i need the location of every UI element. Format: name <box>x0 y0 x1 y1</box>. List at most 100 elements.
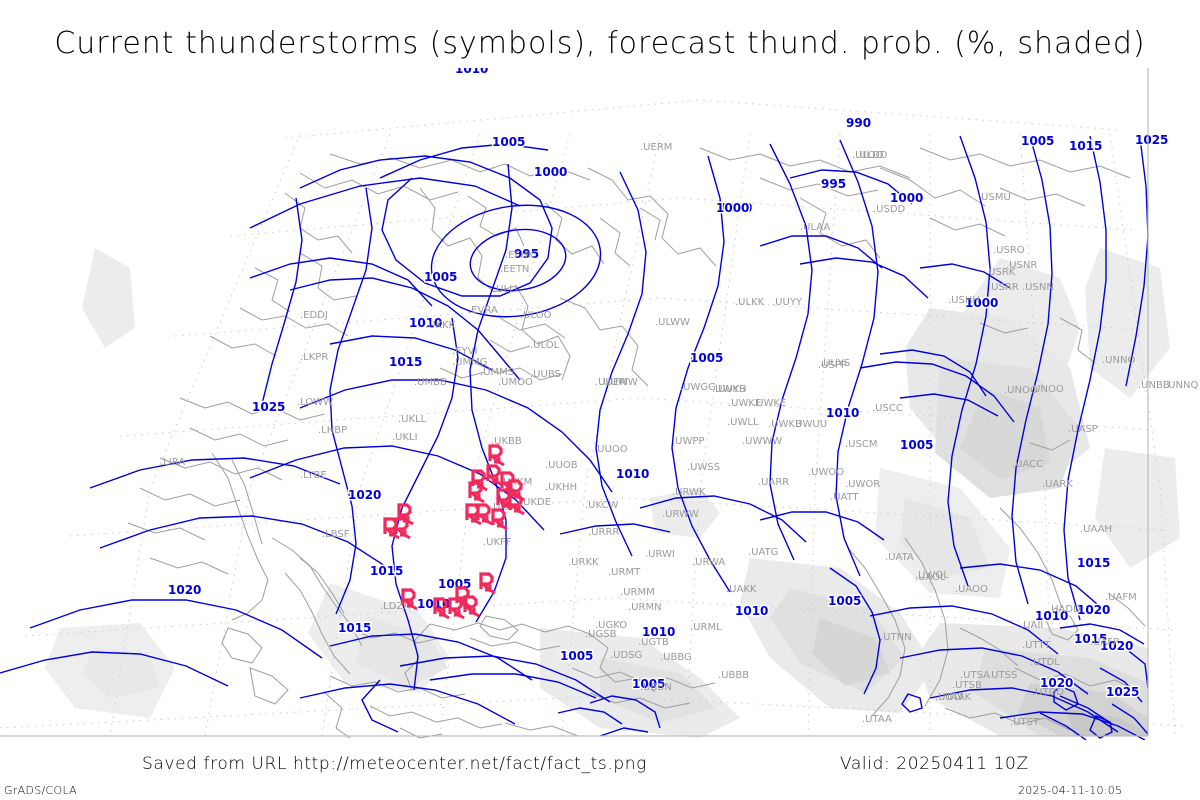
station-label: .UKLL <box>398 414 427 425</box>
station-label: .LYBE <box>300 470 327 481</box>
station-label: .UMBB <box>414 377 447 388</box>
station-label: .EFHK <box>505 250 535 261</box>
station-label: .UATT <box>830 492 859 503</box>
station-label: .UWKS <box>712 384 745 395</box>
station-label: .UTST <box>1010 717 1040 728</box>
station-label: .UUEM <box>595 377 628 388</box>
station-label: .UAFM <box>1105 592 1137 603</box>
station-label: .USMU <box>978 192 1011 203</box>
station-label: .UTAV <box>935 692 964 703</box>
station-label: .URMM <box>620 587 655 598</box>
isobar-label: 1015 <box>338 621 371 635</box>
isobar-label: 1025 <box>1135 133 1168 147</box>
station-label: .UTSA <box>960 670 990 681</box>
isobar-label: 1020 <box>348 488 381 502</box>
station-label: .UMOO <box>498 377 533 388</box>
station-label: .UACC <box>1012 459 1043 470</box>
thunderstorm-symbol <box>478 572 496 595</box>
isobar-label: 1005 <box>828 594 861 608</box>
station-label: .UGKO <box>595 620 627 631</box>
probability-shading <box>45 248 1180 738</box>
graticule <box>0 99 1186 737</box>
saved-from-url-text: Saved from URL http://meteocenter.net/fa… <box>142 754 647 774</box>
station-label: .UTNN <box>880 632 912 643</box>
station-label: .URRR <box>588 527 619 538</box>
station-label: .UAFP <box>1090 637 1119 648</box>
isobar-label: 1025 <box>1106 685 1139 699</box>
station-label: .EDDJ <box>300 310 328 321</box>
station-label: .UTSS <box>988 670 1017 681</box>
thunderstorm-symbol <box>400 588 418 611</box>
page-title: Current thunderstorms (symbols), forecas… <box>54 26 1146 61</box>
thunderstorm-symbol <box>507 493 525 516</box>
station-label: .USRR <box>988 282 1019 293</box>
isobar-label: 1015 <box>389 355 422 369</box>
isobar-label: 1015 <box>1069 139 1102 153</box>
thunderstorm-symbol <box>490 508 508 531</box>
map-canvas[interactable]: 1010 1005 1000 995 1005 1010 1015 1025 1020 1020 1… <box>0 68 1200 740</box>
isobar-label: 1005 <box>424 270 457 284</box>
station-label: .UKHH <box>545 482 577 493</box>
station-label: .UWLL <box>727 417 759 428</box>
station-label: .UWKE <box>753 398 786 409</box>
station-label: .UNOO <box>1004 385 1038 396</box>
station-label: .LDZA <box>380 601 410 612</box>
station-label: .ULWW <box>655 317 690 328</box>
station-label: .ULOO <box>520 310 552 321</box>
station-label: .UUBS <box>530 369 561 380</box>
isobar-label: 1005 <box>560 649 593 663</box>
station-label: .EETN <box>500 264 529 275</box>
station-label: .UWGG <box>680 382 716 393</box>
station-label: .USRO <box>993 245 1025 256</box>
isobar-label: 1020 <box>168 583 201 597</box>
station-label: .UUWW <box>600 377 638 388</box>
map-graphics: 1010 1005 1000 995 1005 1010 1015 1025 1020 1020 1… <box>0 68 1198 740</box>
station-label: .UARR <box>758 477 789 488</box>
station-label: .UMMS <box>480 367 514 378</box>
station-label: .UNNO <box>1102 355 1135 366</box>
station-label: .UAOL <box>915 572 946 583</box>
station-label: .ULLI <box>493 284 518 295</box>
station-label: .ULKK <box>735 297 765 308</box>
station-label: .UERM <box>640 142 672 153</box>
isobar-label: 1015 <box>1074 632 1107 646</box>
station-label: .LBSF <box>322 529 350 540</box>
station-label: .UWPP <box>672 436 704 447</box>
isobar-label: 1010 <box>826 406 859 420</box>
isobar-label: 990 <box>846 116 871 130</box>
station-label: .UKKK <box>425 320 456 331</box>
isobar-label: 1020 <box>1040 676 1073 690</box>
isobar-label: 1000 <box>716 201 749 215</box>
isobar-label: 1010 <box>1035 609 1068 623</box>
isobar-label: 1015 <box>1077 556 1110 570</box>
station-label: .URWW <box>662 509 699 520</box>
station-label: .UWOR <box>845 479 880 490</box>
station-label: .UUYS <box>820 358 850 369</box>
station-label: .UAAH <box>1080 524 1112 535</box>
station-label: .UATA <box>885 552 914 563</box>
station-label: .URWA <box>692 557 725 568</box>
station-label: .UNBB <box>1138 380 1170 391</box>
isobar-label: 1010 <box>616 467 649 481</box>
station-label: .USDD <box>873 204 906 215</box>
station-label: .UAOO <box>955 584 988 595</box>
map-frame-border <box>0 68 1149 737</box>
isobar-label: 1010 <box>719 201 752 215</box>
station-label: .UKLI <box>392 432 418 443</box>
isobar-label: 995 <box>514 247 539 261</box>
station-label: .USPP <box>818 360 847 371</box>
station-label: .UKFF <box>483 537 512 548</box>
station-label: .UWUU <box>792 419 827 430</box>
station-label: .UTTT <box>1022 640 1051 651</box>
station-label: .UGTB <box>638 637 669 648</box>
isobar-label: 1000 <box>534 165 567 179</box>
isobar-label: 1010 <box>735 604 768 618</box>
generation-timestamp: 2025-04-11-10:05 <box>1018 784 1123 797</box>
station-label: .USNN <box>1022 282 1054 293</box>
station-label: .UNNQ <box>1165 380 1198 391</box>
station-label: .UTSB <box>952 680 982 691</box>
station-label: .USCM <box>845 439 877 450</box>
station-label: .UWKB <box>768 419 802 430</box>
station-label: .UUYH <box>715 384 746 395</box>
